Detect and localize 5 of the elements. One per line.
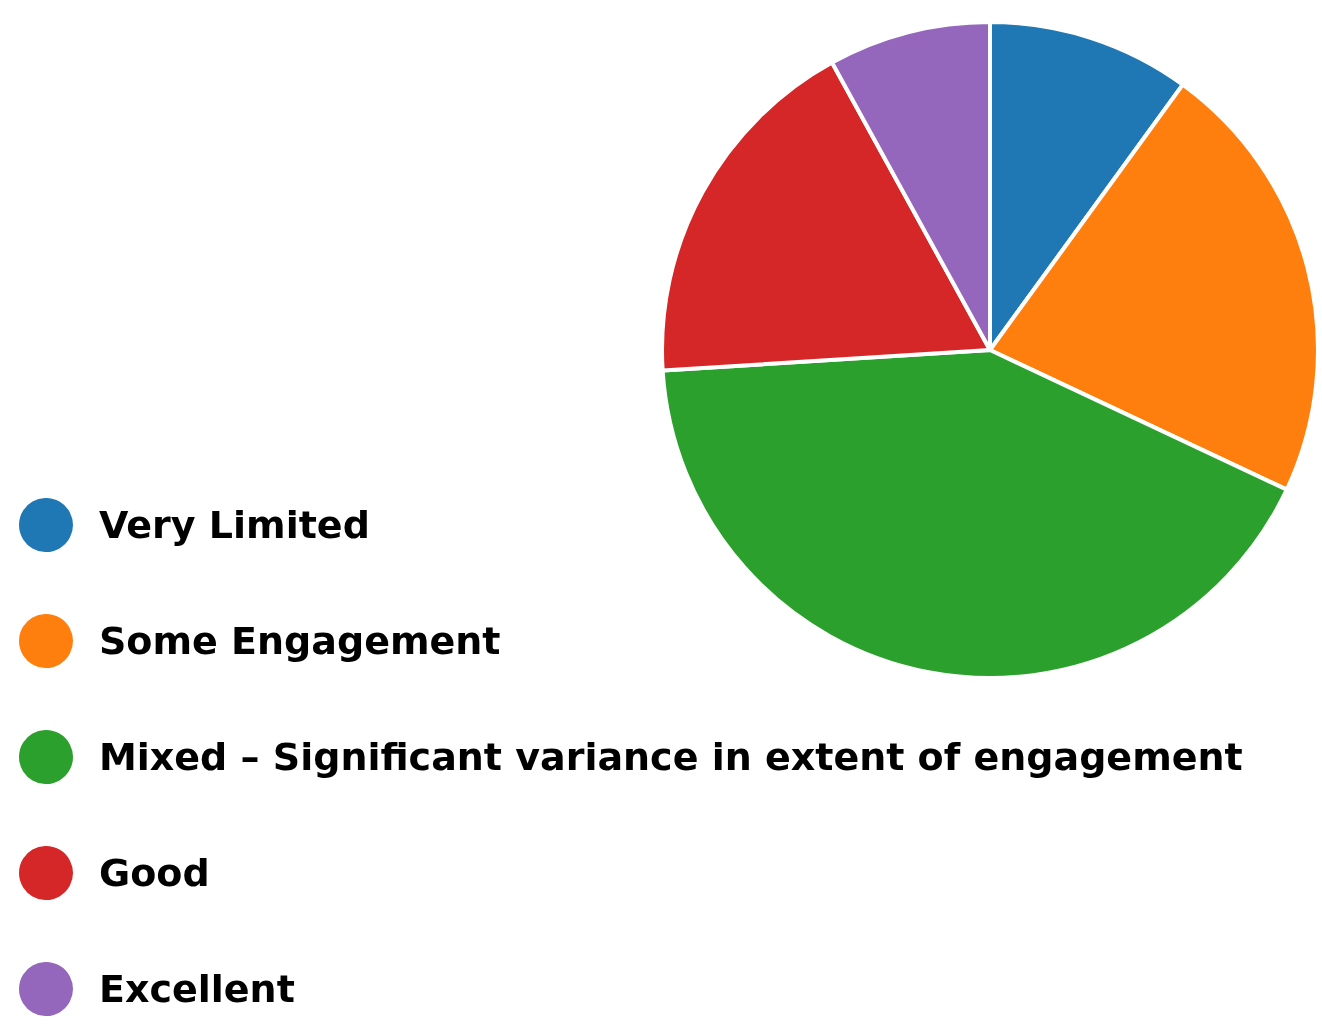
legend-label: Some Engagement [99,619,501,663]
legend-label: Mixed – Significant variance in extent of engagement [99,735,1243,779]
legend-label: Very Limited [99,503,370,547]
legend-label: Excellent [99,967,295,1011]
legend-label: Good [99,851,210,895]
